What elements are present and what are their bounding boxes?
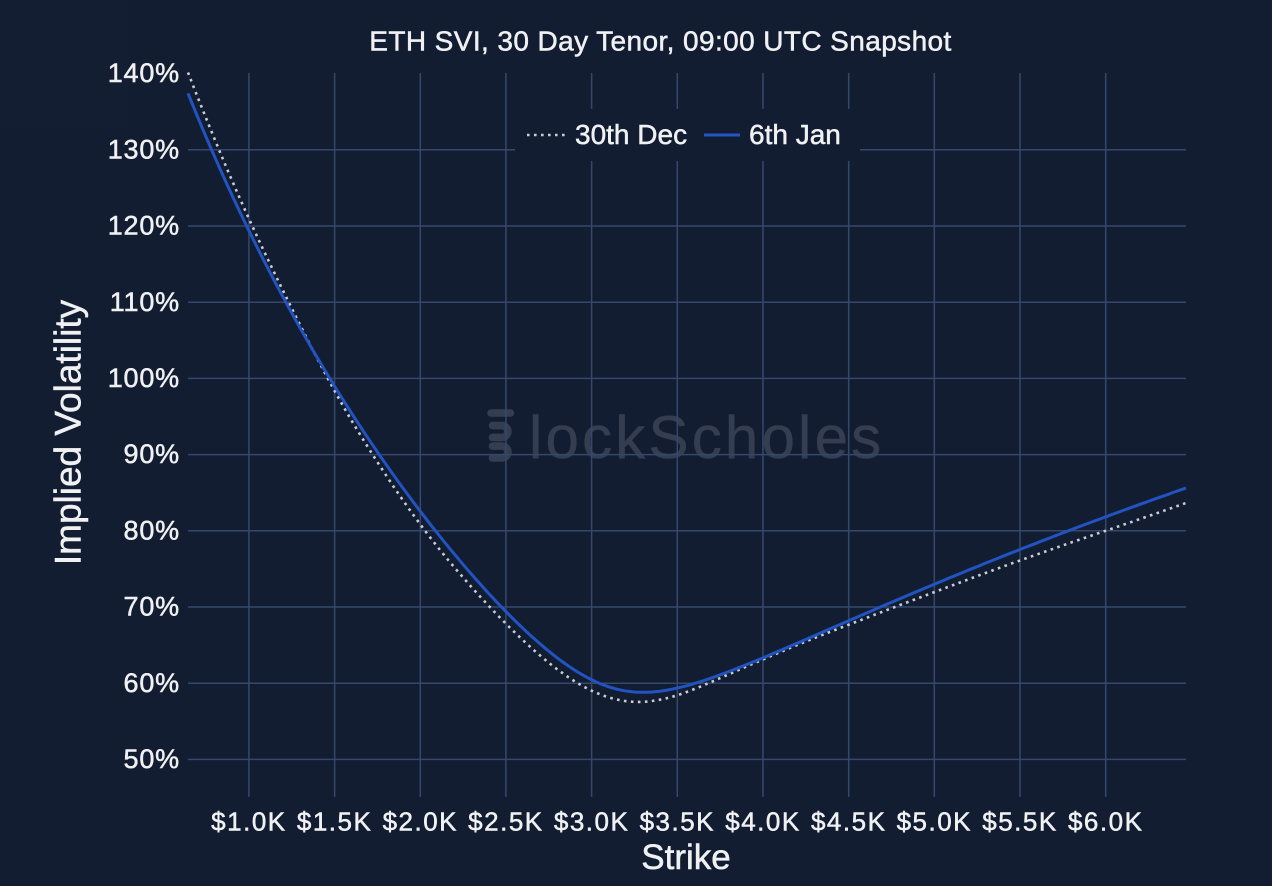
svg-text:$5.0K: $5.0K [897, 807, 972, 837]
svg-text:140%: 140% [108, 58, 180, 88]
svg-text:$5.5K: $5.5K [982, 807, 1057, 837]
svg-text:$3.0K: $3.0K [554, 807, 629, 837]
svg-text:80%: 80% [124, 515, 180, 545]
svg-text:110%: 110% [110, 287, 180, 317]
svg-text:90%: 90% [124, 439, 180, 469]
svg-text:$4.0K: $4.0K [725, 807, 800, 837]
svg-text:$1.0K: $1.0K [211, 807, 286, 837]
svg-text:$1.5K: $1.5K [297, 807, 372, 837]
svg-text:100%: 100% [108, 363, 180, 393]
svg-text:$2.5K: $2.5K [468, 807, 543, 837]
svg-text:Strike: Strike [641, 838, 730, 877]
svg-text:130%: 130% [108, 134, 180, 164]
svg-text:$6.0K: $6.0K [1068, 807, 1143, 837]
svg-text:lockScholes: lockScholes [529, 404, 884, 471]
svg-text:6th Jan: 6th Jan [749, 119, 841, 150]
svg-text:60%: 60% [124, 668, 180, 698]
svg-text:ETH SVI, 30 Day Tenor, 09:00 U: ETH SVI, 30 Day Tenor, 09:00 UTC Snapsho… [369, 26, 951, 57]
svg-text:70%: 70% [124, 592, 180, 622]
svg-text:$2.0K: $2.0K [383, 807, 458, 837]
svg-text:$3.5K: $3.5K [640, 807, 715, 837]
svg-text:50%: 50% [124, 744, 180, 774]
svg-text:30th Dec: 30th Dec [575, 119, 687, 150]
svg-text:Implied Volatility: Implied Volatility [48, 299, 89, 565]
svg-text:120%: 120% [108, 211, 180, 241]
svg-text:$4.5K: $4.5K [811, 807, 886, 837]
